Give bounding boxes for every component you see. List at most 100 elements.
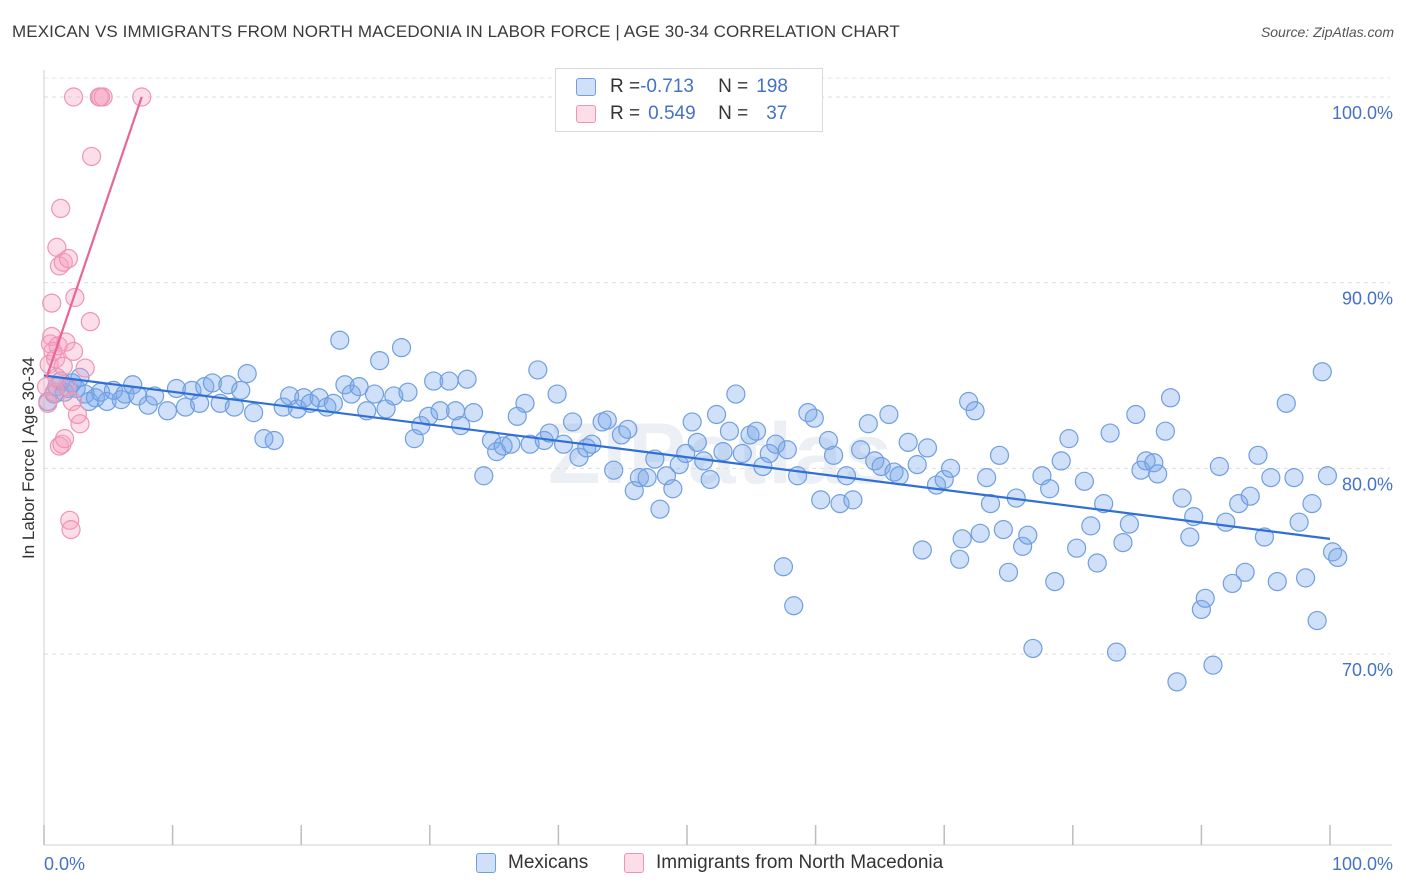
mexicans-point bbox=[629, 468, 650, 488]
mexicans-point bbox=[539, 423, 559, 443]
macedonia-point bbox=[40, 334, 61, 354]
mexicans-point bbox=[463, 403, 484, 423]
mexicans-point bbox=[1106, 642, 1127, 662]
mexicans-point bbox=[1322, 542, 1343, 562]
mexicans-point bbox=[650, 499, 670, 519]
macedonia-point bbox=[63, 87, 84, 107]
mexicans-point bbox=[1172, 488, 1192, 508]
legend-row-macedonia: R = 0.549 N = 37 bbox=[576, 101, 787, 127]
legend-n-value: 37 bbox=[766, 103, 788, 124]
mexicans-point bbox=[493, 436, 513, 456]
mexicans-point bbox=[1235, 562, 1255, 582]
mexicans-point bbox=[1284, 468, 1304, 488]
legend-swatch-macedonia bbox=[576, 105, 596, 123]
macedonia-point bbox=[80, 312, 100, 332]
mexicans-point bbox=[1045, 571, 1065, 592]
mexicans-point bbox=[784, 596, 804, 616]
mexicans-point bbox=[349, 377, 369, 397]
bottom-legend-label-macedonia: Immigrants from North Macedonia bbox=[656, 852, 944, 873]
mexicans-point bbox=[726, 384, 746, 404]
mexicans-point bbox=[1180, 527, 1200, 547]
mexicans-point bbox=[439, 371, 459, 391]
legend-row-mexicans: R = -0.713 N = 198 bbox=[576, 74, 788, 100]
mexicans-point bbox=[934, 469, 954, 490]
mexicans-point bbox=[1191, 599, 1212, 620]
mexicans-point bbox=[1013, 536, 1033, 556]
mexicans-point bbox=[941, 458, 961, 478]
mexicans-point bbox=[1317, 466, 1338, 486]
mexicans-point bbox=[1059, 429, 1079, 449]
mexicans-point bbox=[202, 373, 223, 393]
mexicans-point bbox=[773, 557, 794, 577]
mexicans-point bbox=[907, 455, 927, 475]
mexicans-point bbox=[1074, 471, 1094, 491]
mexicans-point bbox=[1160, 388, 1181, 408]
macedonia-point bbox=[51, 198, 71, 218]
mexicans-point bbox=[1248, 445, 1268, 465]
mexicans-point bbox=[746, 421, 767, 441]
axes bbox=[43, 70, 1392, 846]
mexicans-point bbox=[364, 384, 385, 404]
mexicans-point bbox=[879, 404, 899, 425]
mexicans-point bbox=[175, 397, 196, 417]
mexicans-point bbox=[1276, 393, 1296, 413]
mexicans-point bbox=[766, 434, 786, 454]
mexicans-point bbox=[618, 419, 638, 439]
mexicans-point bbox=[1087, 553, 1107, 573]
mexicans-point bbox=[1148, 464, 1168, 484]
mexicans-point bbox=[663, 479, 683, 499]
mexicans-point bbox=[993, 520, 1013, 540]
bottom-legend-macedonia: Immigrants from North Macedonia bbox=[624, 852, 943, 874]
mexicans-point bbox=[515, 393, 535, 413]
macedonia-point bbox=[54, 429, 75, 449]
mexicans-point bbox=[1023, 638, 1043, 659]
legend-r-value: 0.549 bbox=[648, 103, 696, 124]
legend-n-value: 198 bbox=[756, 76, 788, 97]
mexicans-point bbox=[85, 388, 106, 408]
mexicans-point bbox=[959, 391, 979, 412]
legend-swatch-mexicans bbox=[576, 78, 596, 96]
mexicans-point bbox=[528, 360, 548, 380]
mexicans-point bbox=[1307, 610, 1327, 631]
mexicans-point bbox=[637, 468, 657, 488]
mexicans-point bbox=[1216, 512, 1236, 532]
mexicans-point bbox=[1229, 494, 1249, 514]
mexicans-point bbox=[430, 401, 450, 421]
mexicans-point bbox=[977, 468, 997, 488]
mexicans-point bbox=[597, 410, 617, 430]
legend-r-value: -0.713 bbox=[640, 76, 694, 97]
mexicans-point bbox=[370, 351, 390, 371]
mexicans-point bbox=[1067, 538, 1087, 558]
mexicans-point bbox=[1312, 362, 1332, 382]
mexicans-point bbox=[824, 445, 844, 465]
mexicans-point bbox=[451, 416, 471, 436]
mexicans-trend-line bbox=[43, 374, 1331, 540]
source-label: Source: ZipAtlas.com bbox=[1260, 24, 1394, 40]
y-tick-label: 90.0% bbox=[1342, 289, 1393, 309]
macedonia-point bbox=[42, 293, 62, 313]
mexicans-point bbox=[1267, 571, 1287, 592]
bottom-legend-label-mexicans: Mexicans bbox=[508, 852, 589, 873]
mexicans-point bbox=[1100, 423, 1120, 443]
mexicans-point bbox=[706, 404, 727, 425]
mexicans-point bbox=[1126, 404, 1146, 425]
mexicans-point bbox=[335, 375, 355, 395]
mexicans-point bbox=[323, 393, 343, 413]
macedonia-point bbox=[65, 287, 85, 308]
mexicans-point bbox=[1261, 468, 1281, 488]
chart-title: MEXICAN VS IMMIGRANTS FROM NORTH MACEDON… bbox=[12, 22, 900, 41]
mexicans-point bbox=[341, 384, 361, 404]
mexicans-point bbox=[1136, 451, 1156, 471]
trend-lines bbox=[43, 96, 1331, 540]
bottom-legend-swatch-macedonia bbox=[624, 853, 644, 873]
legend-r-label: R = bbox=[610, 76, 641, 97]
mexicans-point bbox=[989, 445, 1010, 465]
mexicans-point bbox=[1040, 479, 1060, 499]
mexicans-point bbox=[884, 462, 904, 482]
mexicans-point bbox=[97, 391, 117, 412]
macedonia-point bbox=[61, 520, 81, 540]
y-tick-label: 70.0% bbox=[1342, 660, 1393, 680]
mexicans-point bbox=[1144, 453, 1164, 473]
mexicans-point bbox=[917, 438, 938, 458]
y-axis-label: In Labor Force | Age 30-34 bbox=[19, 357, 38, 559]
